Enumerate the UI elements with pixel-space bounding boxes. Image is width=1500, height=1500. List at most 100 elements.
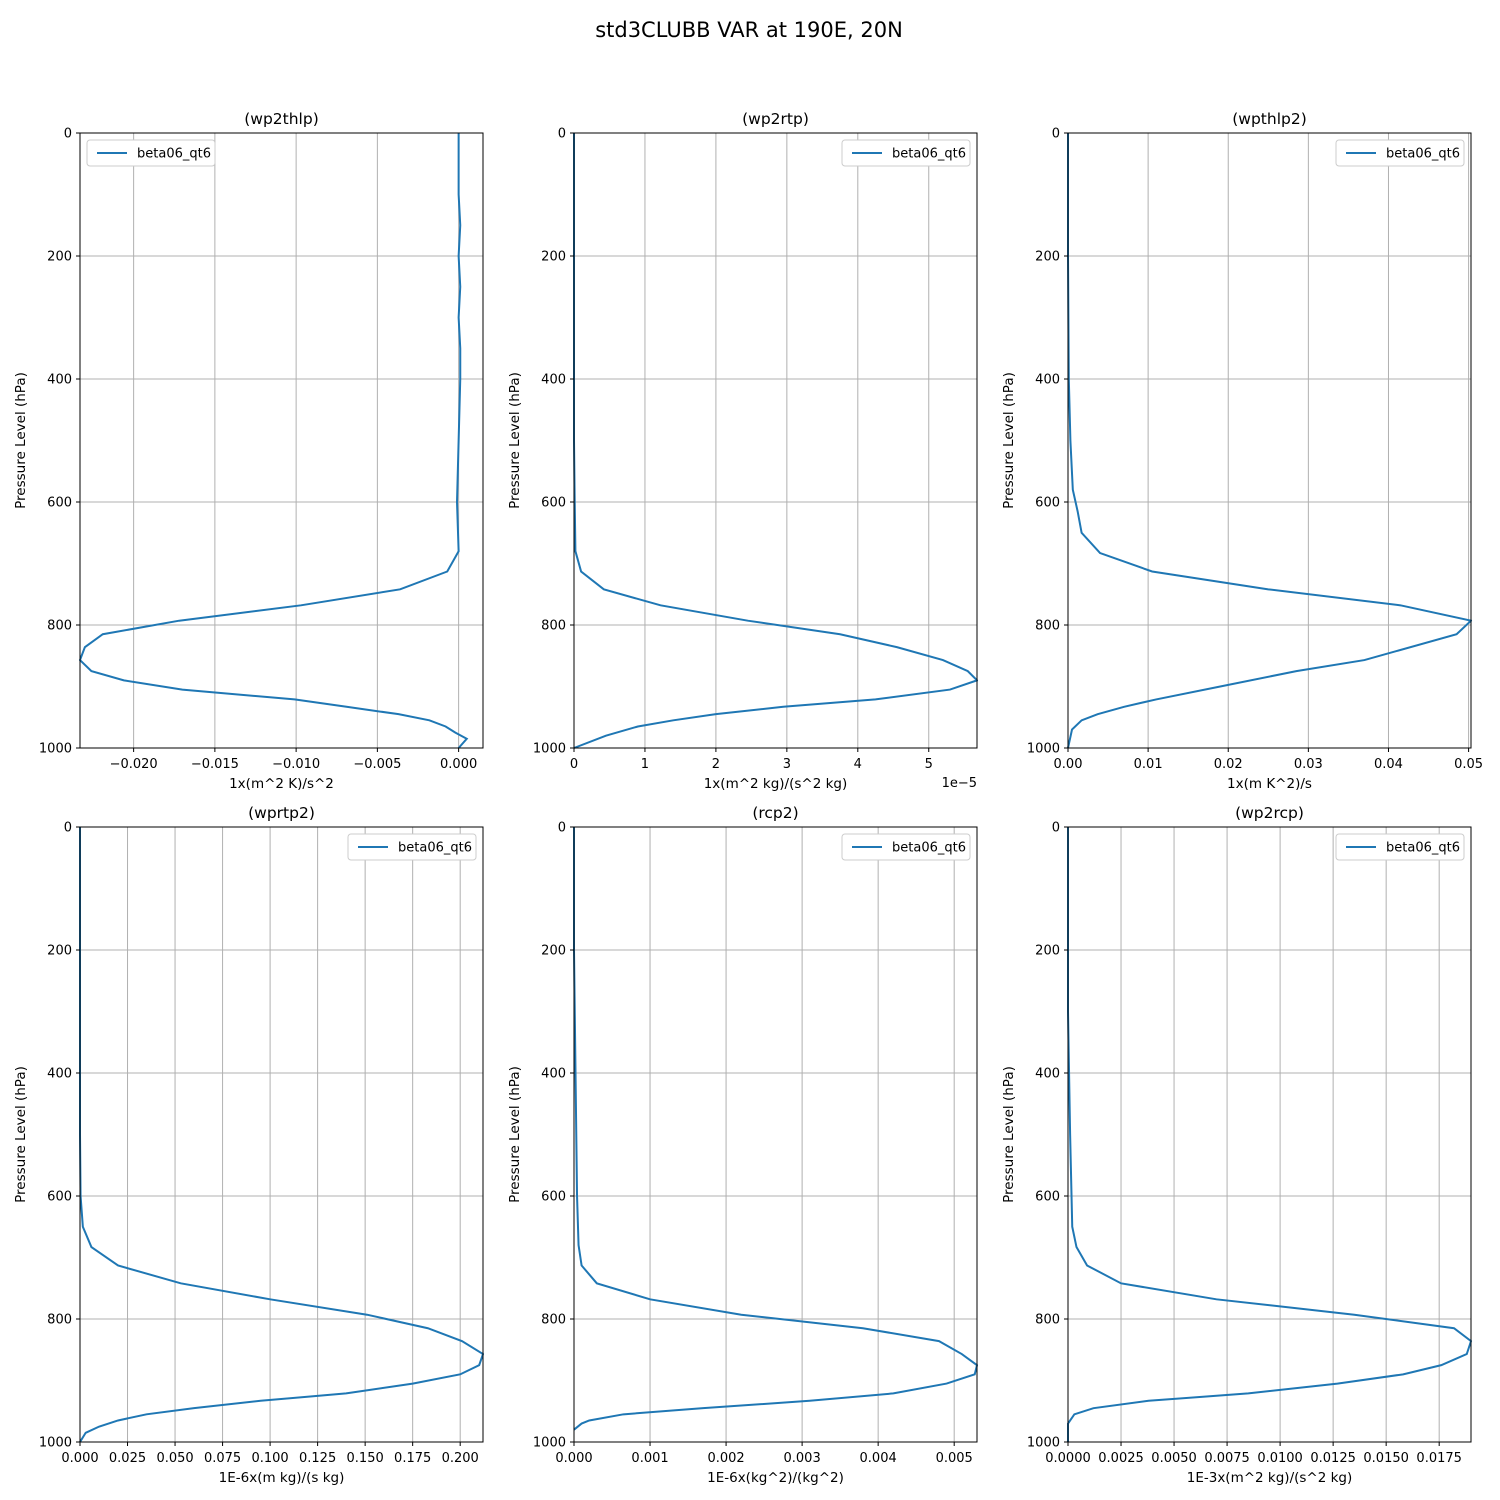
x-tick-label: 0.175: [394, 1451, 431, 1466]
panels: −0.020 −0.015 −0.010 −0.005 0.00002004006008…: [13, 110, 1483, 1486]
y-tick-label: 600: [541, 1190, 566, 1205]
x-tick-label: 0.0050: [1151, 1451, 1197, 1466]
x-tick-label: 0.004: [860, 1451, 897, 1466]
legend: beta06_qt6: [841, 833, 971, 861]
x-tick-label: 0.0000: [1045, 1451, 1091, 1466]
y-tick-label: 0: [1052, 127, 1060, 142]
x-axis-label: 1x(m^2 kg)/(s^2 kg): [704, 776, 848, 792]
x-tick-label: −0.020: [110, 757, 158, 772]
legend-frame: [841, 833, 971, 861]
x-axis-label: 1x(m K^2)/s: [1227, 776, 1312, 792]
chart-panel-1: −0.020 −0.015 −0.010 −0.005 0.000 0 200 400 600 8…: [13, 110, 484, 792]
chart-panel-5: 0.000 0.001 0.002 0.003 0.004 0.005 0 200 400 600…: [507, 804, 978, 1486]
y-tick-label: 400: [47, 373, 72, 388]
series-line-beta06_qt6: [79, 133, 469, 749]
x-tick-label: 0.125: [299, 1451, 336, 1466]
x-tick-label: 0.001: [631, 1451, 668, 1466]
y-tick-label: 800: [1035, 619, 1060, 634]
x-tick-label: −0.015: [191, 757, 239, 772]
x-tick-label: 0.150: [347, 1451, 384, 1466]
y-axis-label: Pressure Level (hPa): [507, 1066, 523, 1203]
legend: beta06_qt6: [347, 833, 477, 861]
legend: beta06_qt6: [86, 139, 216, 167]
legend-label: beta06_qt6: [1386, 147, 1460, 162]
legend: beta06_qt6: [841, 139, 971, 167]
y-tick-label: 600: [541, 496, 566, 511]
y-tick-label: 200: [47, 944, 72, 959]
plot-frame: [573, 132, 978, 749]
y-tick-label: 400: [541, 373, 566, 388]
y-tick-label: 200: [1035, 944, 1060, 959]
panel-title: (wp2rcp): [1235, 804, 1304, 822]
x-tick-label: 0.02: [1214, 757, 1243, 772]
x-tick-label: 0.002: [707, 1451, 744, 1466]
y-tick-label: 800: [1035, 1313, 1060, 1328]
x-tick-label: 0.005: [936, 1451, 973, 1466]
x-tick-label: 0.000: [440, 757, 477, 772]
x-tick-label: 0.100: [251, 1451, 288, 1466]
y-tick-label: 200: [1035, 250, 1060, 265]
y-tick-label: 1000: [533, 1436, 566, 1451]
y-tick-label: 600: [47, 1190, 72, 1205]
y-tick-label: 200: [541, 944, 566, 959]
y-tick-label: 200: [541, 250, 566, 265]
x-axis-label: 1E-6x(m kg)/(s kg): [219, 1470, 345, 1486]
y-tick-label: 800: [47, 619, 72, 634]
legend-frame: [347, 833, 477, 861]
plot-frame: [79, 826, 484, 1443]
legend: beta06_qt6: [1335, 833, 1465, 861]
series-line-beta06_qt6: [573, 827, 978, 1431]
y-tick-label: 1000: [1027, 1436, 1060, 1451]
y-tick-label: 600: [1035, 496, 1060, 511]
x-tick-label: 5: [925, 757, 933, 772]
y-tick-label: 800: [541, 619, 566, 634]
y-axis-label: Pressure Level (hPa): [13, 1066, 29, 1203]
y-tick-label: 200: [47, 250, 72, 265]
series-line-beta06_qt6: [1067, 827, 1472, 1442]
y-tick-label: 400: [47, 1067, 72, 1082]
x-tick-label: 1: [641, 757, 649, 772]
y-tick-label: 1000: [39, 742, 72, 757]
y-tick-label: 0: [558, 821, 566, 836]
y-axis-label: Pressure Level (hPa): [1001, 372, 1017, 509]
x-tick-label: 0.000: [61, 1451, 98, 1466]
legend-label: beta06_qt6: [892, 841, 966, 856]
chart-panel-6: 0.0000 0.0025 0.0050 0.0075 0.0100 0.0125 0.01…: [1001, 804, 1472, 1486]
chart-panel-3: 0.00 0.01 0.02 0.03 0.04 0.05 0 200 400 600 800 100…: [1001, 110, 1483, 792]
y-axis-label: Pressure Level (hPa): [507, 372, 523, 509]
legend: beta06_qt6: [1335, 139, 1465, 167]
x-axis-label: 1x(m^2 K)/s^2: [229, 776, 334, 792]
y-axis-label: Pressure Level (hPa): [13, 372, 29, 509]
x-tick-label: 0.025: [109, 1451, 146, 1466]
y-tick-label: 1000: [39, 1436, 72, 1451]
x-tick-label: −0.005: [353, 757, 401, 772]
series-line-beta06_qt6: [79, 827, 484, 1443]
x-tick-label: 0.0075: [1204, 1451, 1250, 1466]
x-tick-label: 0.00: [1054, 757, 1083, 772]
x-tick-label: 0.04: [1374, 757, 1403, 772]
x-axis-label: 1E-6x(kg^2)/(kg^2): [707, 1470, 844, 1486]
y-tick-label: 1000: [533, 742, 566, 757]
x-tick-label: 0.003: [784, 1451, 821, 1466]
series-line-beta06_qt6: [1067, 133, 1472, 749]
x-tick-label: 3: [783, 757, 791, 772]
x-tick-label: 0.0025: [1098, 1451, 1144, 1466]
figure-title: std3CLUBB VAR at 190E, 20N: [595, 18, 903, 42]
x-tick-label: −0.010: [272, 757, 320, 772]
y-tick-label: 400: [541, 1067, 566, 1082]
y-axis-label: Pressure Level (hPa): [1001, 1066, 1017, 1203]
x-tick-label: 0.050: [156, 1451, 193, 1466]
x-tick-label: 0.0125: [1310, 1451, 1356, 1466]
x-tick-label: 0: [570, 757, 578, 772]
legend-frame: [1335, 833, 1465, 861]
x-tick-label: 0.03: [1294, 757, 1323, 772]
chart-panel-4: 0.000 0.025 0.050 0.075 0.100 0.125 0.150 0.175…: [13, 804, 484, 1486]
panel-title: (wp2rtp): [742, 110, 809, 128]
legend-label: beta06_qt6: [398, 841, 472, 856]
x-tick-label: 2: [712, 757, 720, 772]
y-tick-label: 800: [47, 1313, 72, 1328]
legend-frame: [1335, 139, 1465, 167]
legend-label: beta06_qt6: [1386, 841, 1460, 856]
y-tick-label: 1000: [1027, 742, 1060, 757]
y-tick-label: 0: [64, 821, 72, 836]
